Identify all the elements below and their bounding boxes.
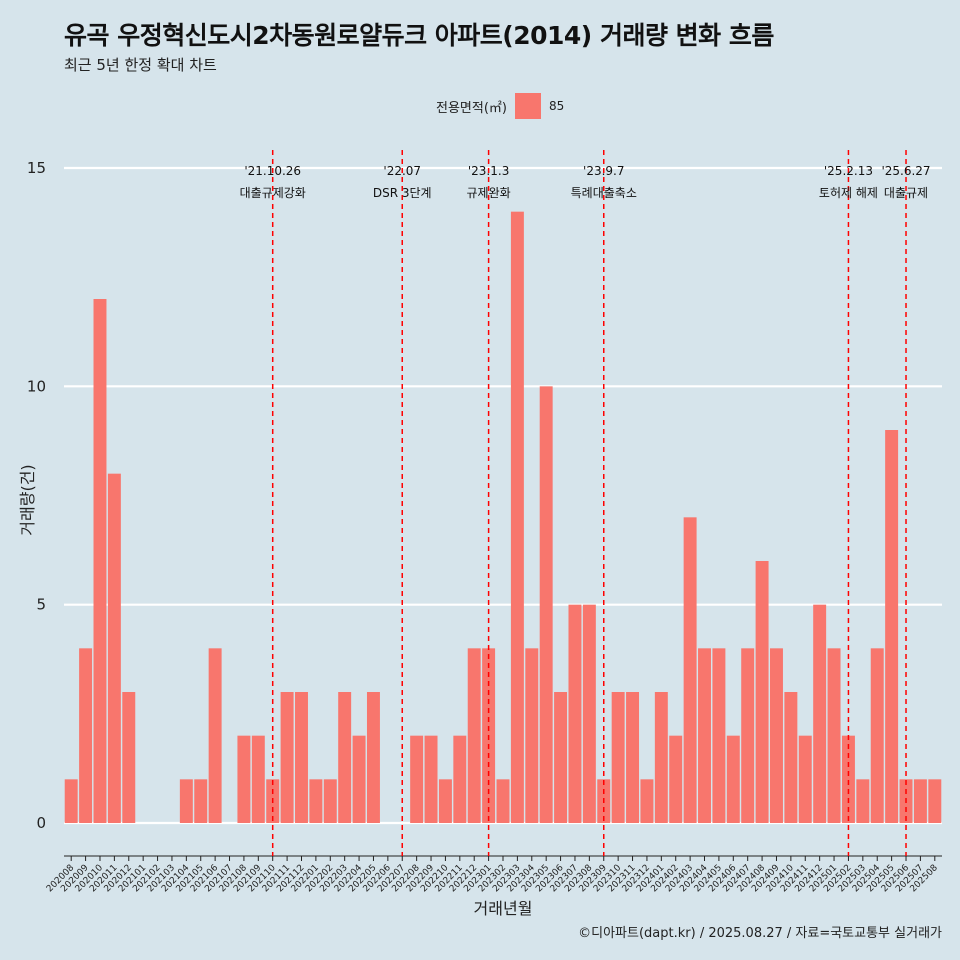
- chart-title: 유곡 우정혁신도시2차동원로얄듀크 아파트(2014) 거래량 변화 흐름: [64, 21, 774, 50]
- bar: [323, 779, 337, 823]
- y-axis-title: 거래량(건): [18, 464, 37, 535]
- bar: [208, 648, 222, 823]
- bar: [366, 692, 380, 823]
- bar: [554, 692, 568, 823]
- bar: [913, 779, 927, 823]
- bar: [64, 779, 78, 823]
- legend-key: [514, 93, 541, 119]
- bar: [856, 779, 870, 823]
- bar: [640, 779, 654, 823]
- bar: [654, 692, 668, 823]
- bar: [237, 735, 251, 823]
- event-name-label: 규제완화: [467, 186, 511, 200]
- bar: [453, 735, 467, 823]
- bar: [467, 648, 481, 823]
- bar: [712, 648, 726, 823]
- bar: [698, 648, 711, 823]
- bar: [683, 517, 697, 823]
- event-date-label: '25.6.27: [881, 164, 930, 178]
- bar: [79, 648, 93, 823]
- bar: [338, 692, 352, 823]
- bar: [122, 692, 136, 823]
- bar: [870, 648, 884, 823]
- bar: [510, 211, 524, 823]
- bar: [928, 779, 942, 823]
- bar: [798, 735, 812, 823]
- y-tick-label: 5: [36, 596, 46, 614]
- bar: [827, 648, 841, 823]
- bar: [438, 779, 452, 823]
- event-date-label: '25.2.13: [824, 164, 873, 178]
- bar: [568, 604, 582, 823]
- event-date-label: '21.10.26: [244, 164, 301, 178]
- chart-subtitle: 최근 5년 한정 확대 차트: [64, 56, 217, 74]
- bar: [410, 735, 424, 823]
- legend-item-label: 85: [548, 99, 565, 113]
- bar: [582, 604, 596, 823]
- y-tick-label: 0: [36, 814, 46, 832]
- bar: [813, 604, 827, 823]
- bar: [179, 779, 193, 823]
- bar: [784, 692, 798, 823]
- source-caption: ©디아파트(dapt.kr) / 2025.08.27 / 자료=국토교통부 실…: [578, 926, 942, 941]
- event-date-label: '23.1.3: [468, 164, 509, 178]
- x-axis-title: 거래년월: [474, 899, 533, 918]
- bar: [295, 692, 308, 823]
- bar: [424, 735, 438, 823]
- bar: [251, 735, 265, 823]
- event-name-label: 대출규제강화: [240, 186, 306, 200]
- event-date-label: '22.07: [383, 164, 421, 178]
- bar: [626, 692, 640, 823]
- bar: [755, 561, 769, 823]
- event-name-label: 대출규제: [884, 186, 928, 200]
- bar: [611, 692, 625, 823]
- bar: [194, 779, 208, 823]
- event-date-label: '23.9.7: [583, 164, 624, 178]
- bar: [726, 735, 740, 823]
- bar: [885, 430, 899, 823]
- legend-title: 전용면적(㎡): [436, 100, 507, 116]
- event-name-label: DSR 3단계: [373, 186, 432, 200]
- bar: [741, 648, 755, 823]
- bar: [280, 692, 294, 823]
- bar: [496, 779, 510, 823]
- bar: [539, 386, 553, 823]
- event-name-label: 토허제 해제: [819, 186, 878, 200]
- legend: 전용면적(㎡) 85: [436, 93, 564, 119]
- bar: [525, 648, 539, 823]
- bar: [352, 735, 366, 823]
- bar: [309, 779, 323, 823]
- event-name-label: 특례대출축소: [571, 186, 637, 200]
- y-tick-label: 15: [27, 159, 46, 177]
- bar: [769, 648, 783, 823]
- bar: [669, 735, 683, 823]
- bar: [107, 473, 121, 823]
- bar: [841, 735, 855, 823]
- bar: [93, 299, 107, 823]
- y-tick-label: 10: [27, 377, 46, 395]
